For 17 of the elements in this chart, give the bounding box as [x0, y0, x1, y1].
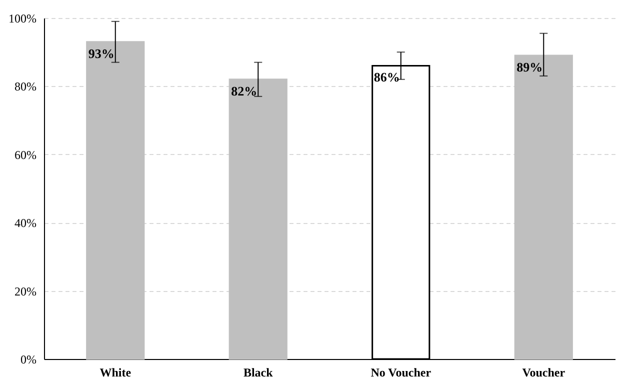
- y-tick-label: 20%: [14, 284, 36, 298]
- bar: [86, 41, 145, 360]
- x-tick-label: White: [100, 366, 132, 380]
- bar: [514, 54, 573, 360]
- data-label: 86%: [374, 70, 400, 85]
- x-tick-label: Voucher: [522, 366, 566, 380]
- y-tick-label: 100%: [8, 12, 36, 26]
- data-label: 82%: [231, 83, 258, 98]
- y-tick-label: 60%: [14, 148, 36, 162]
- bar: [228, 78, 288, 360]
- data-label: 93%: [88, 46, 114, 61]
- data-label: 89%: [516, 60, 543, 75]
- x-tick-label: Black: [243, 366, 274, 380]
- x-tick-label: No Voucher: [370, 366, 432, 380]
- y-tick-label: 80%: [14, 80, 36, 94]
- y-tick-label: 0%: [20, 352, 36, 366]
- y-tick-label: 40%: [14, 216, 36, 230]
